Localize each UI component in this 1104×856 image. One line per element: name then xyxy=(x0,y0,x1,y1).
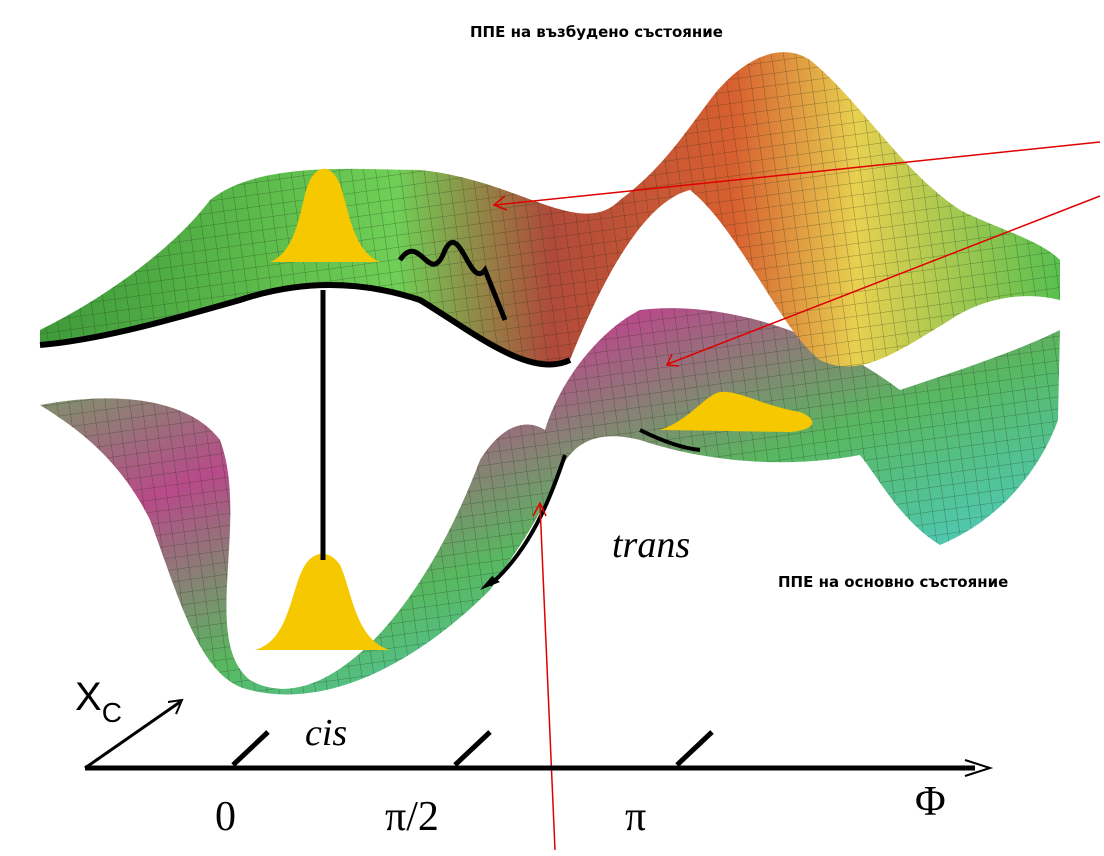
axis-tick xyxy=(677,732,712,765)
excited-label: ППЕ на възбудено състояние xyxy=(470,23,723,41)
axis-tick xyxy=(233,732,268,765)
xc-label: XC xyxy=(75,675,122,728)
cis-label: cis xyxy=(305,712,347,754)
wave-packet xyxy=(255,554,390,650)
xc-main: X xyxy=(75,675,102,719)
excited-surface xyxy=(40,52,1060,366)
page: {"labels": {"excited_state": "ППЕ на въз… xyxy=(0,0,1104,856)
tick-label: π xyxy=(625,794,646,840)
ground-label: ППЕ на основно състояние xyxy=(778,573,1008,591)
pointer xyxy=(540,505,555,850)
axis-tick xyxy=(455,732,490,765)
xc-subscript: C xyxy=(102,697,122,728)
tick-label: 0 xyxy=(215,794,236,840)
trans-label: trans xyxy=(612,524,690,566)
phi-label: Φ xyxy=(915,779,946,825)
excited-mesh xyxy=(40,52,1060,366)
axes xyxy=(85,702,975,768)
tick-label: π/2 xyxy=(385,794,439,840)
diagram: ППЕ на възбудено състояние ППЕ на основн… xyxy=(0,0,1104,856)
